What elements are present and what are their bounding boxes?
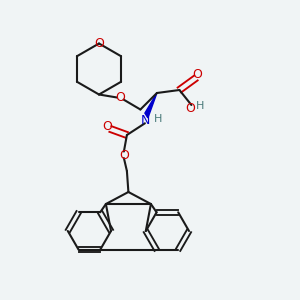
- Polygon shape: [145, 93, 157, 118]
- Text: N: N: [141, 114, 151, 128]
- Text: H: H: [196, 101, 204, 111]
- Text: O: O: [119, 149, 129, 162]
- Text: O: O: [185, 102, 195, 115]
- Text: H: H: [154, 114, 162, 124]
- Text: O: O: [94, 37, 104, 50]
- Text: O: O: [115, 91, 125, 104]
- Text: O: O: [103, 120, 112, 133]
- Text: O: O: [193, 68, 202, 82]
